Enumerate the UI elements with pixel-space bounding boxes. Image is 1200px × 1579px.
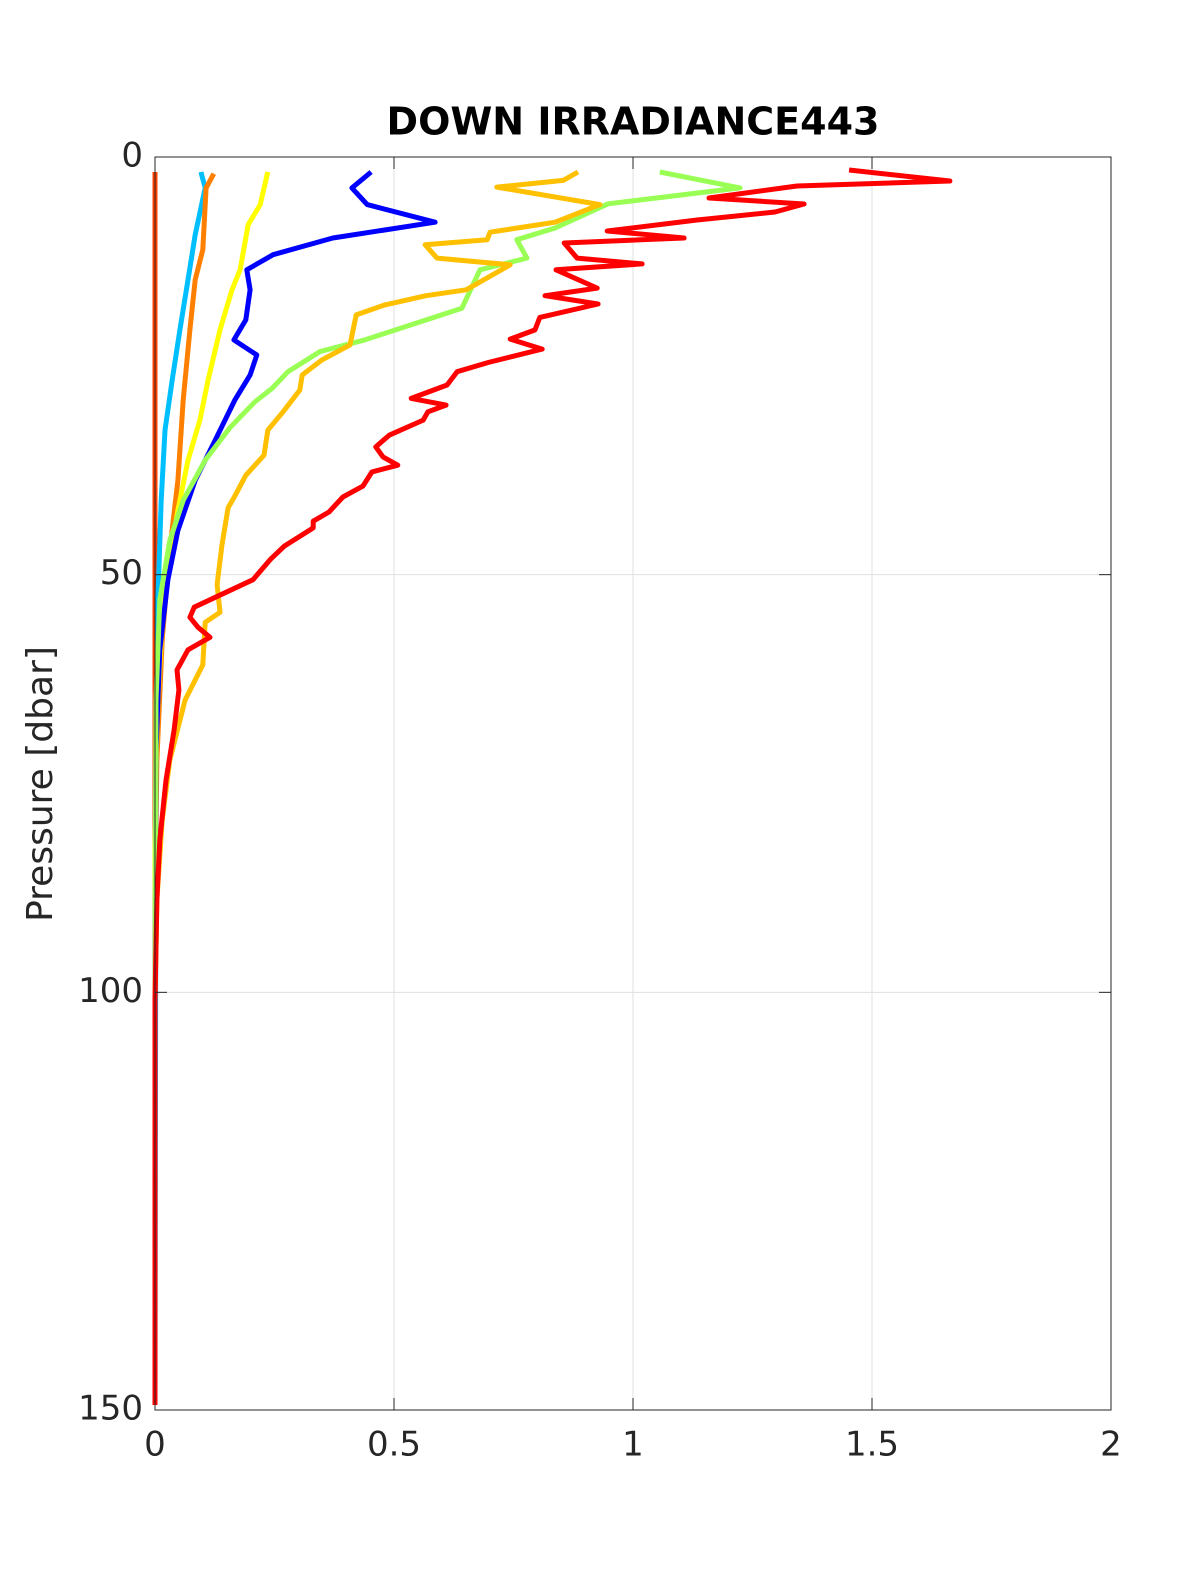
y-tick-label: 150 xyxy=(78,1389,143,1429)
profile-line xyxy=(152,169,603,1405)
x-tick-label: 1.5 xyxy=(845,1425,899,1465)
y-tick-label: 0 xyxy=(121,136,143,176)
y-axis-label: Pressure [dbar] xyxy=(20,646,61,922)
x-tick-label: 1 xyxy=(622,1425,644,1465)
y-tick-label: 50 xyxy=(100,553,143,593)
x-tick-label: 2 xyxy=(1100,1425,1122,1465)
x-tick-label: 0.5 xyxy=(367,1425,421,1465)
profile-line xyxy=(152,169,743,1405)
chart-title: DOWN IRRADIANCE443 xyxy=(387,100,880,144)
profile-line xyxy=(152,167,953,1405)
profile-line xyxy=(152,170,438,1405)
x-tick-label: 0 xyxy=(144,1425,166,1465)
y-tick-label: 100 xyxy=(78,971,143,1011)
